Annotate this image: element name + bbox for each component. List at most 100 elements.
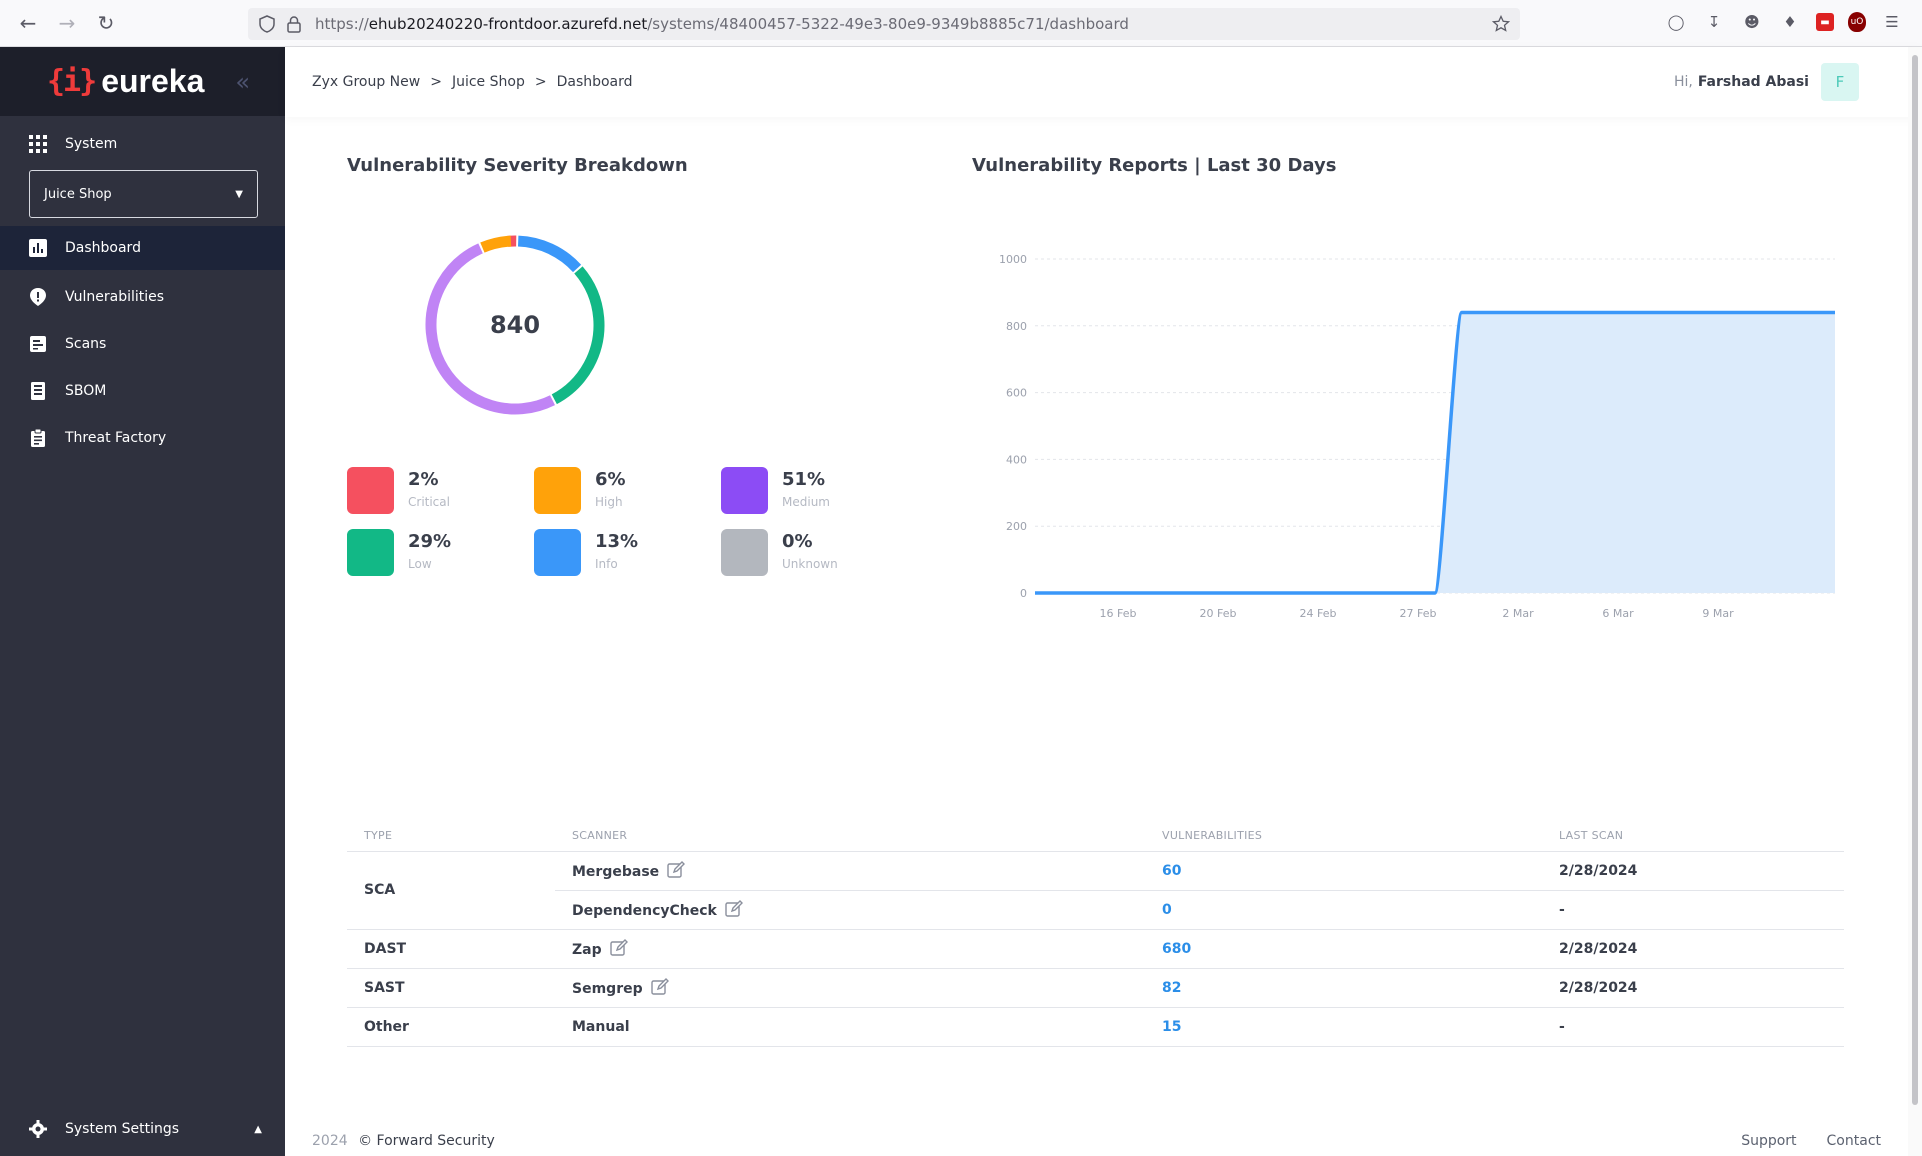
sidebar-item-label: Dashboard bbox=[65, 240, 141, 256]
breadcrumb-item-current: Dashboard bbox=[556, 74, 633, 90]
cell-vulnerabilities[interactable]: 60 bbox=[1145, 851, 1542, 891]
legend-swatch bbox=[347, 467, 394, 514]
cell-type: DAST bbox=[347, 929, 555, 969]
legend-label: Info bbox=[595, 557, 618, 571]
sidebar-item-scans[interactable]: Scans bbox=[0, 320, 285, 367]
system-settings-label: System Settings bbox=[65, 1121, 180, 1137]
cell-type: SAST bbox=[347, 968, 555, 1008]
greeting: Hi, bbox=[1673, 74, 1693, 90]
legend-percent: 13% bbox=[595, 531, 639, 552]
breadcrumb-item[interactable]: Juice Shop bbox=[451, 74, 525, 90]
bar-chart-icon bbox=[28, 238, 48, 258]
sidebar-item-vulnerabilities[interactable]: Vulnerabilities bbox=[0, 273, 285, 320]
edit-icon[interactable] bbox=[602, 939, 628, 958]
cell-scanner: Zap bbox=[555, 929, 1145, 969]
reports-title: Vulnerability Reports | Last 30 Days bbox=[972, 155, 1337, 176]
legend-swatch bbox=[534, 529, 581, 576]
extensions-icon[interactable]: ♦ bbox=[1783, 13, 1797, 31]
legend-item-unknown: 0% Unknown bbox=[721, 529, 867, 576]
series-area bbox=[1035, 312, 1835, 593]
grid-icon bbox=[28, 134, 48, 154]
logo-text: eureka bbox=[101, 63, 205, 99]
scrollbar-thumb[interactable] bbox=[1912, 55, 1918, 1105]
breadcrumb-item[interactable]: Zyx Group New bbox=[312, 74, 421, 90]
x-tick-label: 6 Mar bbox=[1602, 607, 1634, 620]
pocket-icon[interactable]: ◯ bbox=[1667, 13, 1685, 31]
series-line bbox=[1035, 310, 1835, 595]
y-tick-label: 800 bbox=[1006, 320, 1027, 333]
cell-vulnerabilities[interactable]: 0 bbox=[1145, 890, 1542, 930]
legend-label: Critical bbox=[408, 495, 450, 509]
column-header-vulnerabilities: VULNERABILITIES bbox=[1145, 820, 1542, 852]
x-tick-label: 9 Mar bbox=[1702, 607, 1734, 620]
url-text: https://ehub20240220-frontdoor.azurefd.n… bbox=[315, 15, 1129, 33]
collapse-sidebar-icon[interactable]: « bbox=[235, 67, 250, 96]
user-name: Farshad Abasi bbox=[1697, 74, 1809, 90]
sidebar-item-label: Vulnerabilities bbox=[65, 288, 165, 305]
scan-icon bbox=[28, 334, 48, 354]
sidebar-item-sbom[interactable]: SBOM bbox=[0, 367, 285, 414]
system-select[interactable]: Juice Shop ▼ bbox=[29, 170, 258, 218]
account-icon[interactable]: ☻ bbox=[1744, 13, 1760, 31]
cell-scanner: Manual bbox=[555, 1007, 1145, 1047]
edit-icon[interactable] bbox=[659, 861, 686, 880]
download-icon[interactable]: ↧ bbox=[1707, 13, 1721, 31]
menu-icon[interactable]: ☰ bbox=[1885, 13, 1899, 31]
support-link[interactable]: Support bbox=[1741, 1133, 1797, 1149]
forward-arrow-icon[interactable]: → bbox=[58, 11, 76, 35]
footer-company: © Forward Security bbox=[358, 1133, 495, 1149]
breadcrumb-separator: > bbox=[534, 74, 547, 90]
legend-swatch bbox=[721, 467, 768, 514]
ublock-icon[interactable]: uO bbox=[1848, 12, 1866, 32]
scanner-name: Semgrep bbox=[572, 981, 643, 997]
back-arrow-icon[interactable]: ← bbox=[19, 11, 37, 35]
page-scrollbar[interactable] bbox=[1908, 47, 1922, 1156]
y-tick-label: 400 bbox=[1006, 453, 1027, 466]
legend-percent: 2% bbox=[408, 469, 439, 490]
column-header-type: TYPE bbox=[347, 820, 555, 852]
system-settings[interactable]: System Settings ▲ bbox=[0, 1102, 285, 1156]
sidebar-item-label: Scans bbox=[65, 335, 107, 352]
table-row: SAST Semgrep 82 2/28/2024 bbox=[347, 968, 1844, 1008]
cell-vulnerabilities[interactable]: 82 bbox=[1145, 968, 1542, 1008]
logo[interactable]: {i} eureka « bbox=[0, 47, 285, 116]
avatar[interactable]: F bbox=[1821, 63, 1859, 101]
lock-icon[interactable] bbox=[285, 15, 303, 33]
cell-last-scan: - bbox=[1542, 1007, 1844, 1047]
y-tick-label: 0 bbox=[1020, 587, 1027, 600]
shield-icon[interactable] bbox=[258, 15, 276, 33]
severity-donut: 840 bbox=[420, 230, 610, 420]
clipboard-icon bbox=[28, 428, 48, 448]
donut-chart bbox=[424, 234, 606, 416]
cell-vulnerabilities[interactable]: 15 bbox=[1145, 1007, 1542, 1047]
extension-red-icon[interactable]: ▬ bbox=[1816, 13, 1834, 31]
contact-link[interactable]: Contact bbox=[1826, 1133, 1881, 1149]
user-menu[interactable]: Hi, Farshad Abasi F bbox=[1674, 63, 1859, 101]
donut-total: 840 bbox=[489, 311, 541, 339]
legend-label: High bbox=[595, 495, 623, 509]
severity-title: Vulnerability Severity Breakdown bbox=[347, 155, 688, 176]
cell-last-scan: 2/28/2024 bbox=[1542, 968, 1844, 1008]
edit-icon[interactable] bbox=[643, 978, 669, 997]
system-label: System bbox=[65, 135, 118, 152]
cell-scanner: DependencyCheck bbox=[555, 890, 1145, 930]
bookmark-star-icon[interactable] bbox=[1492, 15, 1510, 33]
legend-label: Low bbox=[408, 557, 432, 571]
reload-icon[interactable]: ↻ bbox=[97, 11, 115, 35]
severity-legend: 2% Critical 6% High 51% Medium 29% Low 13% Info 0%… bbox=[347, 467, 867, 576]
table-row: DAST Zap 680 2/28/2024 bbox=[347, 929, 1844, 969]
sidebar-item-label: SBOM bbox=[65, 382, 107, 399]
sidebar-item-dashboard[interactable]: Dashboard bbox=[0, 226, 285, 270]
legend-percent: 0% bbox=[782, 531, 813, 552]
edit-icon[interactable] bbox=[717, 900, 743, 919]
sidebar-item-threat-factory[interactable]: Threat Factory bbox=[0, 414, 285, 461]
legend-swatch bbox=[534, 467, 581, 514]
sidebar-item-label: Threat Factory bbox=[65, 429, 167, 446]
x-tick-label: 27 Feb bbox=[1400, 607, 1437, 620]
donut-slice-medium[interactable] bbox=[424, 234, 606, 416]
donut-slice-high[interactable] bbox=[424, 234, 606, 416]
donut-slice-low[interactable] bbox=[424, 234, 606, 416]
cell-vulnerabilities[interactable]: 680 bbox=[1145, 929, 1542, 969]
address-bar[interactable]: https://ehub20240220-frontdoor.azurefd.n… bbox=[248, 8, 1520, 40]
column-header-scanner: SCANNER bbox=[555, 820, 1145, 852]
